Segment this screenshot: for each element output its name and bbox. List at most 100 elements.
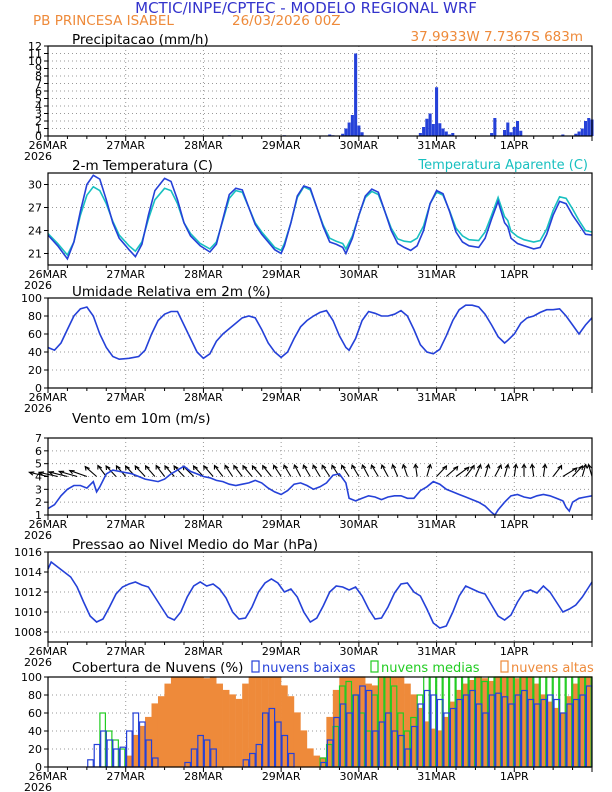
- y-tick-label: 40: [28, 346, 42, 359]
- y-tick-label: 21: [28, 248, 42, 261]
- x-tick-label: 27MAR: [106, 518, 145, 531]
- precip-bar: [583, 121, 588, 136]
- wind-vector-head: [105, 465, 111, 471]
- cloud-bar-nuvens-altas: [293, 712, 301, 768]
- x-tick-label: 28MAR: [184, 770, 223, 783]
- wind-vector: [542, 464, 546, 477]
- y-tick-label: 1014: [14, 566, 42, 579]
- precip-bar: [503, 130, 507, 136]
- plot-frame: [47, 437, 593, 516]
- plot-frame: [47, 172, 593, 266]
- precip-bar: [428, 113, 432, 136]
- wind-vector-head: [504, 463, 510, 469]
- x-tick-label: 31MAR: [417, 770, 456, 783]
- x-tick-label: 26MAR: [29, 268, 68, 281]
- wind-vector-head: [529, 463, 535, 469]
- wind-vector-head: [521, 463, 527, 469]
- plot-frame: [47, 45, 593, 137]
- wind-vector-head: [124, 465, 130, 471]
- x-tick-label: 28MAR: [184, 518, 223, 531]
- wind-vector: [321, 464, 331, 477]
- wind-vector-head: [578, 465, 584, 471]
- wind-vector: [252, 465, 263, 477]
- y-tick-label: 1010: [14, 606, 42, 619]
- wind-vector-head: [302, 464, 308, 470]
- y-tick-label: 1: [35, 509, 42, 522]
- legend-nuvens-medias: nuvens medias: [381, 661, 480, 676]
- x-tick-label: 30MAR: [340, 268, 379, 281]
- y-tick-label: 6: [35, 85, 42, 98]
- series-line-vento: [47, 465, 593, 517]
- wind-vector: [97, 465, 107, 477]
- wind-vector-head: [203, 464, 209, 470]
- wind-vector: [484, 464, 490, 477]
- wind-vector-head: [312, 464, 318, 470]
- cloud-bar-nuvens-altas: [157, 696, 165, 768]
- header-title: MCTIC/INPE/CPTEC - MODELO REGIONAL WRF: [135, 0, 477, 17]
- wind-vector-head: [192, 465, 198, 471]
- wind-vector: [214, 465, 224, 477]
- precip-bar: [515, 121, 520, 136]
- x-tick-label: 26MAR: [29, 139, 68, 152]
- y-tick-label: 7: [35, 432, 42, 445]
- wind-vector-head: [37, 471, 45, 476]
- wind-vector: [59, 470, 78, 478]
- legend-swatch: [370, 660, 379, 673]
- x-tick-label: 28MAR: [184, 391, 223, 404]
- cloud-bar-nuvens-altas: [242, 683, 249, 768]
- x-tick-label: 27MAR: [106, 391, 145, 404]
- wind-vector-head: [233, 464, 239, 470]
- wind-vector: [455, 466, 470, 477]
- y-tick-label: 5: [35, 93, 42, 106]
- precip-bar: [574, 133, 578, 136]
- wind-vector-head: [84, 465, 90, 471]
- x-tick-label: 29MAR: [262, 645, 301, 658]
- wind-vector: [351, 464, 360, 477]
- wind-vector: [465, 465, 475, 477]
- precip-bar: [441, 128, 445, 136]
- precip-bar: [341, 133, 345, 136]
- wind-vector-head: [542, 463, 548, 469]
- precip-bar: [360, 132, 364, 136]
- legend-nuvens-baixas: nuvens baixas: [262, 661, 356, 676]
- cloud-bar-nuvens-altas: [177, 676, 185, 768]
- wind-vector: [474, 464, 482, 477]
- series-line-pressao: [47, 560, 593, 629]
- precip-bar: [418, 133, 422, 136]
- precip-bar: [447, 134, 452, 136]
- wind-vector: [193, 465, 204, 477]
- legend-apparent-temp: Temperatura Aparente (C): [417, 158, 588, 173]
- precip-bar: [354, 53, 358, 136]
- wind-vector-head: [262, 464, 267, 470]
- x-tick-label: 30MAR: [340, 391, 379, 404]
- wind-vector-head: [57, 470, 65, 475]
- wind-vector-head: [293, 463, 299, 470]
- wind-vector: [445, 466, 459, 477]
- x-tick-label: 26MAR: [29, 518, 68, 531]
- y-tick-label: 3: [35, 108, 42, 121]
- cloud-bar-nuvens-altas: [164, 683, 172, 768]
- x-tick-label: 1APR: [500, 645, 529, 658]
- wind-vector-head: [155, 464, 161, 470]
- x-year-label: 2026: [24, 150, 52, 163]
- x-year-label: 2026: [24, 402, 52, 415]
- wind-vector: [293, 464, 302, 477]
- wind-vector-head: [453, 465, 459, 471]
- panel-cloud: 0 20 40 60 80 100 Cobertura de Nuvens (%) nuven…: [21, 660, 594, 792]
- x-tick-label: 30MAR: [340, 645, 379, 658]
- x-tick-label: 29MAR: [262, 518, 301, 531]
- y-tick-label: 5: [35, 458, 42, 471]
- y-tick-label: 0: [35, 761, 42, 774]
- wind-vector: [436, 465, 447, 477]
- wind-vector-head: [283, 464, 289, 470]
- x-tick-label: 26MAR: [29, 770, 68, 783]
- wind-vector-head: [164, 464, 170, 470]
- wind-vector: [145, 465, 156, 477]
- wind-vector-head: [582, 463, 588, 469]
- y-tick-label: 10: [28, 55, 42, 68]
- x-tick-label: 29MAR: [262, 268, 301, 281]
- panel-temp: 21 24 27 30 2-m Temperatura (C) Temperatura A…: [24, 158, 593, 292]
- cloud-bar-nuvens-altas: [216, 683, 223, 768]
